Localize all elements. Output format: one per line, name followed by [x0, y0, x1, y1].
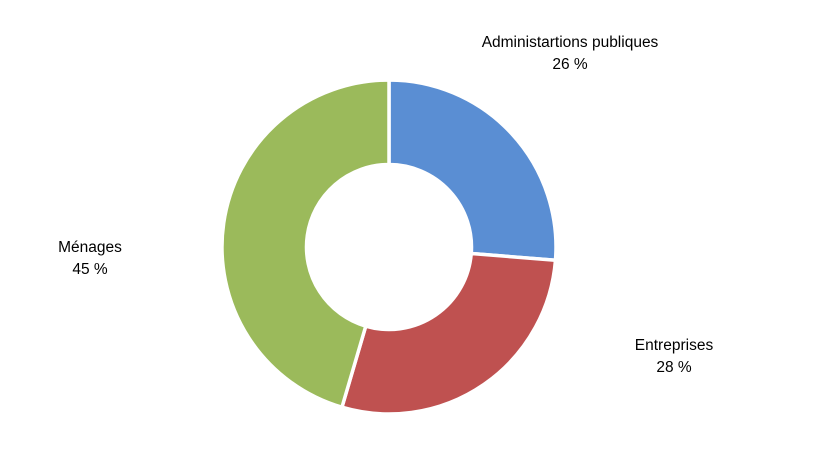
data-label-category: Ménages — [58, 239, 122, 256]
donut-slice-m-nages — [220, 78, 391, 409]
data-label-percent: 26 % — [552, 55, 588, 73]
data-label-category: Administartions publiques — [481, 34, 659, 51]
data-label-percent: 45 % — [72, 260, 108, 278]
data-label-category: Entreprises — [634, 337, 714, 354]
data-label-percent: 28 % — [656, 358, 692, 376]
data-label-administartions-publiques: Administartions publiques 26 % — [482, 32, 659, 75]
data-label-entreprises: Entreprises 28 % — [635, 335, 713, 378]
donut-slice-administartions-publiques — [387, 78, 558, 262]
donut-slice-entreprises — [340, 251, 558, 416]
data-label-menages: Ménages 45 % — [58, 237, 122, 280]
